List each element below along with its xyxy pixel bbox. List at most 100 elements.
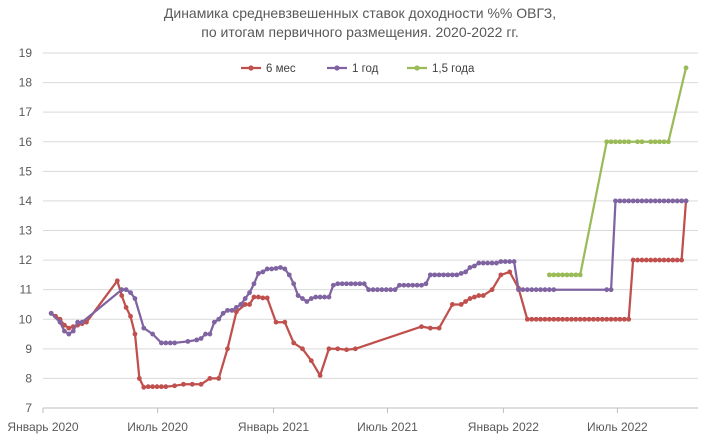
data-point	[604, 287, 610, 293]
data-point	[286, 272, 292, 278]
chart-title: Динамика средневзвешенных ставок доходно…	[164, 5, 556, 21]
data-point	[194, 337, 200, 343]
x-tick-label: Январь 2022	[468, 420, 539, 434]
data-point	[216, 316, 222, 322]
data-point	[335, 346, 341, 352]
data-point	[348, 281, 354, 287]
series-1	[48, 198, 689, 390]
data-point	[308, 296, 314, 301]
data-point	[551, 272, 557, 278]
data-point	[639, 198, 645, 204]
data-point	[304, 299, 310, 304]
data-point	[233, 309, 239, 315]
data-point	[128, 290, 133, 296]
data-point	[211, 319, 217, 325]
data-point	[370, 287, 376, 293]
data-point	[357, 281, 363, 287]
data-point	[665, 257, 671, 263]
data-point	[189, 381, 195, 387]
y-tick-label: 14	[19, 194, 33, 208]
data-point	[432, 272, 438, 278]
data-point	[529, 287, 535, 293]
data-point	[546, 316, 552, 322]
data-point	[344, 281, 349, 287]
data-point	[352, 281, 358, 287]
data-point	[436, 325, 442, 331]
data-point	[674, 198, 680, 204]
data-point	[604, 139, 610, 145]
data-point	[573, 316, 579, 322]
data-point	[295, 293, 301, 298]
data-point	[577, 272, 583, 278]
data-point	[643, 257, 649, 263]
data-point	[564, 272, 570, 278]
data-point	[507, 269, 513, 275]
data-point	[344, 347, 349, 353]
data-point	[485, 260, 491, 266]
y-tick-label: 11	[20, 283, 33, 297]
data-point	[533, 316, 539, 322]
data-point	[613, 316, 618, 322]
data-point	[511, 259, 517, 264]
data-point	[626, 139, 632, 145]
data-point	[114, 278, 120, 284]
y-tick-label: 7	[25, 401, 32, 415]
series-2	[48, 198, 689, 346]
data-point	[445, 272, 451, 278]
data-point	[463, 269, 469, 275]
data-point	[626, 316, 632, 322]
data-point	[181, 381, 186, 387]
data-point	[639, 257, 645, 263]
data-point	[128, 313, 133, 319]
data-point	[595, 316, 601, 322]
x-tick-label: Январь 2021	[238, 420, 309, 434]
data-point	[282, 319, 288, 325]
data-point	[630, 257, 636, 263]
y-tick-label: 13	[19, 224, 33, 238]
data-point	[375, 287, 380, 293]
data-point	[463, 299, 469, 304]
data-point	[449, 302, 455, 307]
y-tick-label: 12	[19, 253, 33, 267]
data-point	[635, 139, 640, 145]
data-point	[489, 260, 495, 266]
data-point	[670, 257, 676, 263]
data-point	[291, 281, 297, 287]
y-tick-label: 9	[25, 342, 32, 356]
legend-label: 6 мес	[266, 63, 296, 75]
data-point	[220, 310, 226, 316]
data-point	[639, 139, 645, 145]
data-point	[621, 139, 627, 145]
data-point	[617, 139, 623, 145]
series-line	[50, 200, 688, 389]
data-point	[665, 139, 671, 145]
data-point	[586, 316, 592, 322]
data-point	[247, 290, 252, 296]
data-point	[569, 316, 574, 322]
data-point	[617, 316, 623, 322]
data-point	[542, 287, 548, 293]
data-point	[683, 65, 689, 71]
data-point	[489, 287, 495, 293]
data-point	[449, 272, 455, 278]
data-point	[613, 139, 618, 145]
data-point	[264, 295, 270, 301]
data-point	[573, 272, 579, 278]
data-point	[141, 325, 147, 331]
data-point	[648, 139, 654, 145]
data-point	[551, 316, 557, 322]
data-point	[282, 266, 288, 272]
data-point	[405, 282, 411, 288]
data-point	[225, 346, 230, 352]
data-point	[251, 281, 257, 287]
data-point	[564, 316, 570, 322]
data-point	[198, 381, 204, 387]
y-tick-label: 10	[19, 312, 33, 326]
data-point	[207, 376, 213, 381]
data-point	[84, 319, 89, 325]
data-point	[546, 272, 552, 278]
data-point	[167, 340, 173, 346]
data-point	[322, 294, 327, 300]
data-point	[427, 272, 433, 278]
data-point	[599, 316, 605, 322]
